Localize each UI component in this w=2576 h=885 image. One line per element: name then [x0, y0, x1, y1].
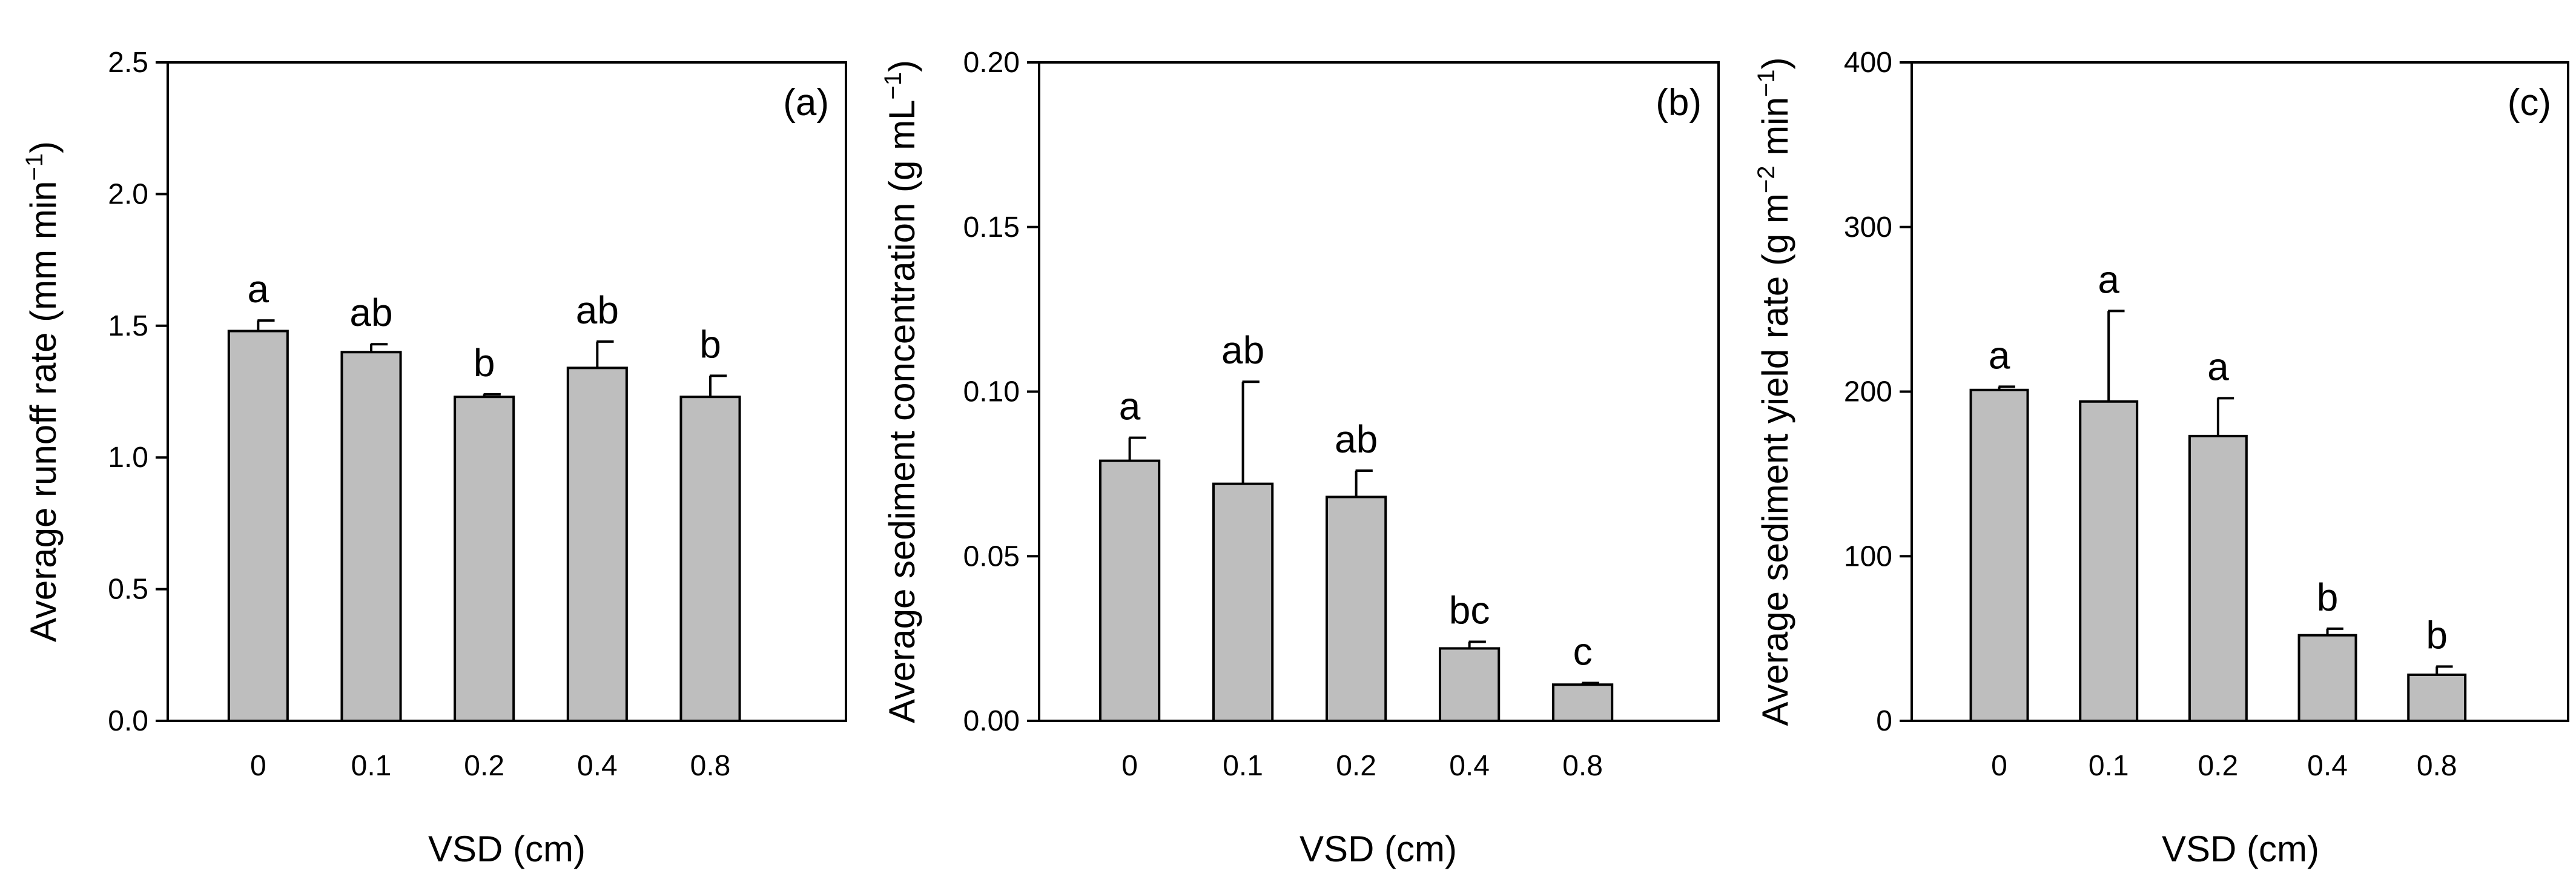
- x-tick-label: 0: [1991, 750, 2007, 782]
- error-bar: [709, 374, 727, 397]
- significance-letter: a: [2098, 257, 2119, 301]
- y-tick-label: 1.0: [108, 442, 148, 474]
- significance-letter: b: [699, 322, 721, 366]
- x-tick-label: 0.1: [1223, 750, 1263, 782]
- x-tick-label: 0.8: [2417, 750, 2457, 782]
- x-tick-label: 0.2: [1336, 750, 1376, 782]
- y-tick-label: 0.05: [963, 540, 1020, 572]
- significance-letter: bc: [1449, 589, 1490, 632]
- significance-letter: ab: [349, 291, 392, 334]
- y-tick-label: 1.5: [108, 310, 148, 342]
- y-tick-label: 300: [1844, 211, 1892, 244]
- bar-0.1: [340, 351, 402, 722]
- error-bar: [257, 319, 275, 331]
- significance-letter: a: [1119, 385, 1141, 428]
- y-tick-label: 2.5: [108, 47, 148, 79]
- x-tick-label: 0: [250, 750, 266, 782]
- y-tick-label: 2.0: [108, 178, 148, 210]
- y-tick-label: 100: [1844, 540, 1892, 572]
- panel-1: 0.0 0.5 1.0 1.5 2.0 2.5 0 a 0.1 ab 0.2 b 0.4 ab 0.8 b (a…: [21, 47, 847, 869]
- y-axis-label: Average runoff rate (mm min−1): [21, 141, 64, 642]
- x-tick-label: 0.4: [1449, 750, 1490, 782]
- x-tick-label: 0.4: [2307, 750, 2348, 782]
- error-bar: [1241, 380, 1260, 484]
- bar-0: [227, 330, 289, 722]
- y-tick-label: 0.5: [108, 574, 148, 606]
- significance-letter: ab: [1335, 417, 1378, 461]
- error-bar: [370, 343, 388, 353]
- x-tick-label: 0.1: [351, 750, 392, 782]
- error-bar: [2326, 627, 2343, 635]
- x-tick-label: 0.4: [577, 750, 618, 782]
- x-tick-label: 0.2: [464, 750, 504, 782]
- error-bar: [1128, 436, 1146, 461]
- error-bar: [2107, 310, 2125, 402]
- significance-letter: a: [1989, 333, 2010, 377]
- significance-letter: b: [2426, 613, 2448, 657]
- x-axis-label: VSD (cm): [1300, 829, 1457, 869]
- significance-letter: c: [1573, 629, 1593, 673]
- x-axis-label: VSD (cm): [2162, 829, 2319, 869]
- significance-letter: ab: [576, 288, 619, 332]
- x-tick-label: 0.2: [2198, 750, 2238, 782]
- y-axis-label: Average sediment concentration (g mL−1): [880, 60, 922, 723]
- y-tick-label: 0.10: [963, 376, 1020, 408]
- x-axis-label: VSD (cm): [428, 829, 586, 869]
- y-axis-label: Average sediment yield rate (g m−2 min−1…: [1753, 58, 1795, 726]
- bar-0.2: [1325, 496, 1387, 722]
- significance-letter: a: [248, 267, 269, 311]
- x-tick-label: 0.1: [2089, 750, 2129, 782]
- bar-0: [1098, 459, 1161, 722]
- bar-0.2: [454, 396, 515, 722]
- x-tick-label: 0.8: [1562, 750, 1603, 782]
- y-tick-label: 200: [1844, 376, 1892, 408]
- bar-0.4: [566, 366, 628, 722]
- error-bar: [1998, 385, 2015, 390]
- panel-label: (b): [1656, 82, 1702, 124]
- bar-0.8: [2407, 673, 2467, 723]
- error-bar: [1581, 681, 1599, 685]
- bar-0.4: [2297, 634, 2357, 722]
- error-bar: [596, 340, 614, 368]
- bar-0.8: [1551, 683, 1614, 722]
- error-bar: [1468, 640, 1486, 649]
- bar-0: [1969, 388, 2029, 722]
- error-bar: [1355, 469, 1373, 497]
- bar-0.8: [679, 396, 741, 722]
- y-tick-label: 0.15: [963, 211, 1020, 244]
- significance-letter: ab: [1221, 328, 1264, 372]
- bar-0.1: [1212, 482, 1274, 722]
- bar-0.1: [2079, 400, 2139, 722]
- error-bar: [2216, 397, 2234, 436]
- significance-letter: b: [2317, 575, 2339, 619]
- error-bar: [2436, 665, 2453, 675]
- panel-2: 0.00 0.05 0.10 0.15 0.20 0 a 0.1 ab 0.2 ab 0.4 bc 0.8…: [880, 47, 1720, 869]
- panel-label: (a): [783, 82, 829, 124]
- error-bar: [483, 393, 501, 397]
- bar-0.4: [1438, 647, 1501, 723]
- panel-label: (c): [2508, 82, 2551, 124]
- y-tick-label: 0.00: [963, 705, 1020, 737]
- significance-letter: b: [474, 341, 495, 385]
- panel-3: 0 100 200 300 400 0 a 0.1 a 0.2 a 0.4 b 0.8 b (c) VSD (c…: [1753, 47, 2569, 869]
- significance-letter: a: [2207, 345, 2229, 388]
- y-tick-label: 400: [1844, 47, 1892, 79]
- x-tick-label: 0.8: [690, 750, 731, 782]
- y-tick-label: 0.0: [108, 705, 148, 737]
- y-tick-label: 0: [1876, 705, 1892, 737]
- y-tick-label: 0.20: [963, 47, 1020, 79]
- x-tick-label: 0: [1121, 750, 1138, 782]
- bar-0.2: [2188, 434, 2248, 722]
